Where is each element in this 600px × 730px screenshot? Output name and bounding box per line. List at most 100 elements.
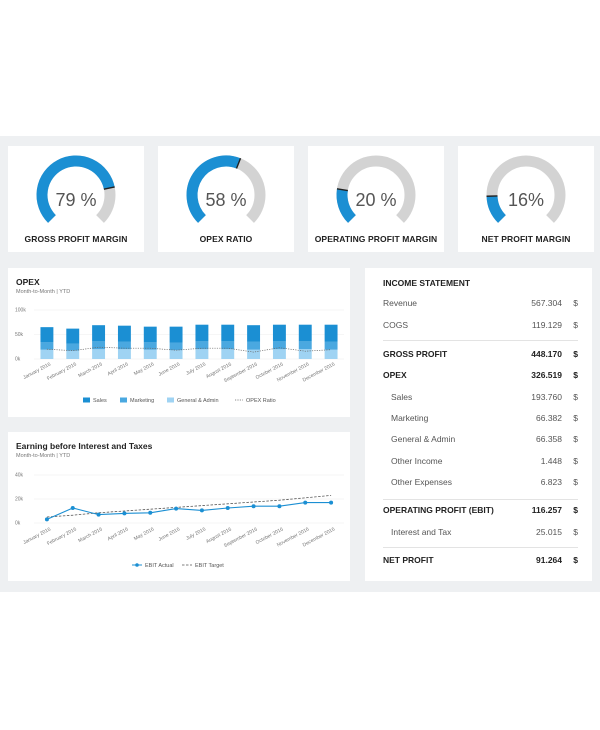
x-tick-label: May 2016 (133, 361, 155, 377)
bar-marketing (117, 341, 131, 350)
income-row-value: 119.129 (531, 320, 562, 330)
bar-sales (272, 324, 286, 342)
bar-general-admin (143, 349, 157, 359)
income-row-value: 66.358 (536, 434, 562, 444)
income-row-currency: $ (573, 477, 578, 487)
gauge-label: NET PROFIT MARGIN (481, 234, 571, 244)
x-tick-label: April 2016 (107, 361, 130, 377)
bar-marketing (169, 342, 183, 351)
gauge-value: 16% (507, 190, 545, 210)
income-row: Other Expenses 6.823 $ (383, 477, 578, 491)
x-tick-label: July 2016 (185, 361, 207, 376)
bar-marketing (92, 341, 106, 350)
gauge-label: GROSS PROFIT MARGIN (24, 234, 128, 244)
gauge-chart (186, 155, 266, 223)
income-row-currency: $ (573, 392, 578, 402)
income-row-label: Revenue (383, 298, 418, 308)
gauge-fill (186, 155, 241, 223)
ebit-actual-point (329, 500, 334, 505)
ebit-actual-point (251, 504, 256, 509)
ebit-actual-point (199, 508, 204, 513)
bar-sales (169, 326, 183, 343)
income-row-currency: $ (573, 349, 578, 359)
gauge-card-opex-ratio: 58 % OPEX RATIO (158, 146, 294, 252)
income-row-currency: $ (573, 298, 578, 308)
gauge-chart (336, 155, 416, 223)
bar-sales (247, 325, 261, 342)
income-row-value: 193.760 (531, 392, 562, 402)
income-row-label: OPEX (383, 370, 407, 380)
bar-general-admin (221, 349, 235, 359)
divider (383, 547, 578, 548)
bar-marketing (195, 341, 209, 350)
legend-swatch (135, 563, 139, 567)
chart-title: Earning before Interest and Taxes (16, 441, 153, 451)
legend-swatch (120, 397, 127, 403)
bar-marketing (324, 341, 338, 350)
bar-sales (221, 324, 235, 342)
legend-label: Marketing (130, 398, 154, 404)
x-tick-label: April 2016 (107, 526, 130, 542)
bar-sales (324, 324, 338, 342)
ebit-actual-point (174, 506, 179, 511)
income-row-value: 448.170 (531, 349, 562, 359)
legend-label: EBIT Target (195, 563, 224, 569)
y-tick-label: 0k (15, 521, 21, 527)
legend-label: Sales (93, 398, 107, 404)
x-tick-label: March 2016 (77, 361, 103, 379)
income-row-currency: $ (573, 320, 578, 330)
divider (383, 340, 578, 341)
gauge-fill (336, 188, 357, 223)
y-tick-label: 40k (15, 473, 24, 479)
ebit-actual-point (303, 500, 308, 505)
y-tick-label: 0k (15, 357, 21, 363)
bar-sales (40, 327, 54, 343)
divider (383, 499, 578, 500)
income-row: NET PROFIT 91.264 $ (383, 555, 578, 569)
income-row: OPEX 326.519 $ (383, 370, 578, 384)
opex-ratio-line (46, 346, 332, 353)
dashboard: 79 % GROSS PROFIT MARGIN 58 % OPEX RATIO… (0, 136, 600, 592)
gauge-label: OPEX RATIO (199, 234, 253, 244)
bar-sales (92, 325, 106, 342)
gauge-card-gross-profit-margin: 79 % GROSS PROFIT MARGIN (8, 146, 144, 252)
gauge-card-operating-profit-margin: 20 % OPERATING PROFIT MARGIN (308, 146, 444, 252)
ebit-actual-point (122, 511, 127, 516)
bar-marketing (272, 341, 286, 350)
income-row-currency: $ (573, 370, 578, 380)
bar-general-admin (272, 349, 286, 359)
income-row: COGS 119.129 $ (383, 320, 578, 334)
y-tick-label: 20k (15, 497, 24, 503)
income-row-label: NET PROFIT (383, 555, 434, 565)
bar-marketing (143, 342, 157, 350)
income-row-value: 66.382 (536, 413, 562, 423)
bar-general-admin (247, 349, 261, 359)
chart-subtitle: Month-to-Month | YTD (16, 289, 71, 295)
income-row-label: OPERATING PROFIT (EBIT) (383, 505, 494, 515)
income-row: Other Income 1.448 $ (383, 456, 578, 470)
income-row-value: 1.448 (540, 456, 562, 466)
bar-general-admin (324, 349, 338, 359)
bar-sales (195, 324, 209, 342)
bar-general-admin (195, 349, 209, 359)
ebit-target-line (46, 495, 332, 518)
ebit-actual-point (96, 512, 101, 517)
income-row-label: Marketing (391, 413, 429, 423)
income-row: General & Admin 66.358 $ (383, 434, 578, 448)
chart-subtitle: Month-to-Month | YTD (16, 453, 71, 459)
income-row-currency: $ (573, 527, 578, 537)
ebit-actual-point (225, 506, 230, 510)
income-row-value: 91.264 (536, 555, 562, 565)
bar-marketing (298, 341, 312, 350)
gauge-marker (336, 188, 348, 192)
gauge-marker (235, 158, 242, 169)
bar-sales (298, 324, 312, 342)
income-row-currency: $ (573, 555, 578, 565)
bar-marketing (221, 341, 235, 350)
y-tick-label: 100k (15, 308, 26, 314)
income-row: Marketing 66.382 $ (383, 413, 578, 427)
x-tick-label: March 2016 (77, 526, 103, 544)
x-tick-label: February 2016 (46, 361, 78, 382)
bar-general-admin (169, 350, 183, 359)
